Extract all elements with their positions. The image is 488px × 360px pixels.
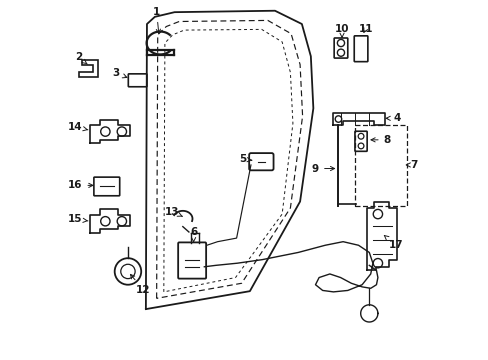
Text: 8: 8 [370, 135, 390, 145]
Text: 2: 2 [75, 52, 87, 64]
Text: 10: 10 [334, 24, 348, 37]
Text: 5: 5 [239, 154, 251, 164]
Text: 13: 13 [164, 207, 182, 217]
Text: 15: 15 [68, 215, 88, 224]
Text: 11: 11 [358, 24, 372, 34]
Text: 1: 1 [153, 7, 160, 33]
Text: 12: 12 [130, 274, 150, 295]
Text: 3: 3 [112, 68, 126, 78]
Text: 16: 16 [68, 180, 93, 190]
Text: 9: 9 [311, 163, 334, 174]
Text: 6: 6 [189, 227, 197, 242]
Text: 4: 4 [386, 113, 400, 123]
Text: 17: 17 [384, 235, 403, 250]
Text: 14: 14 [68, 122, 88, 132]
Text: 7: 7 [406, 160, 417, 170]
